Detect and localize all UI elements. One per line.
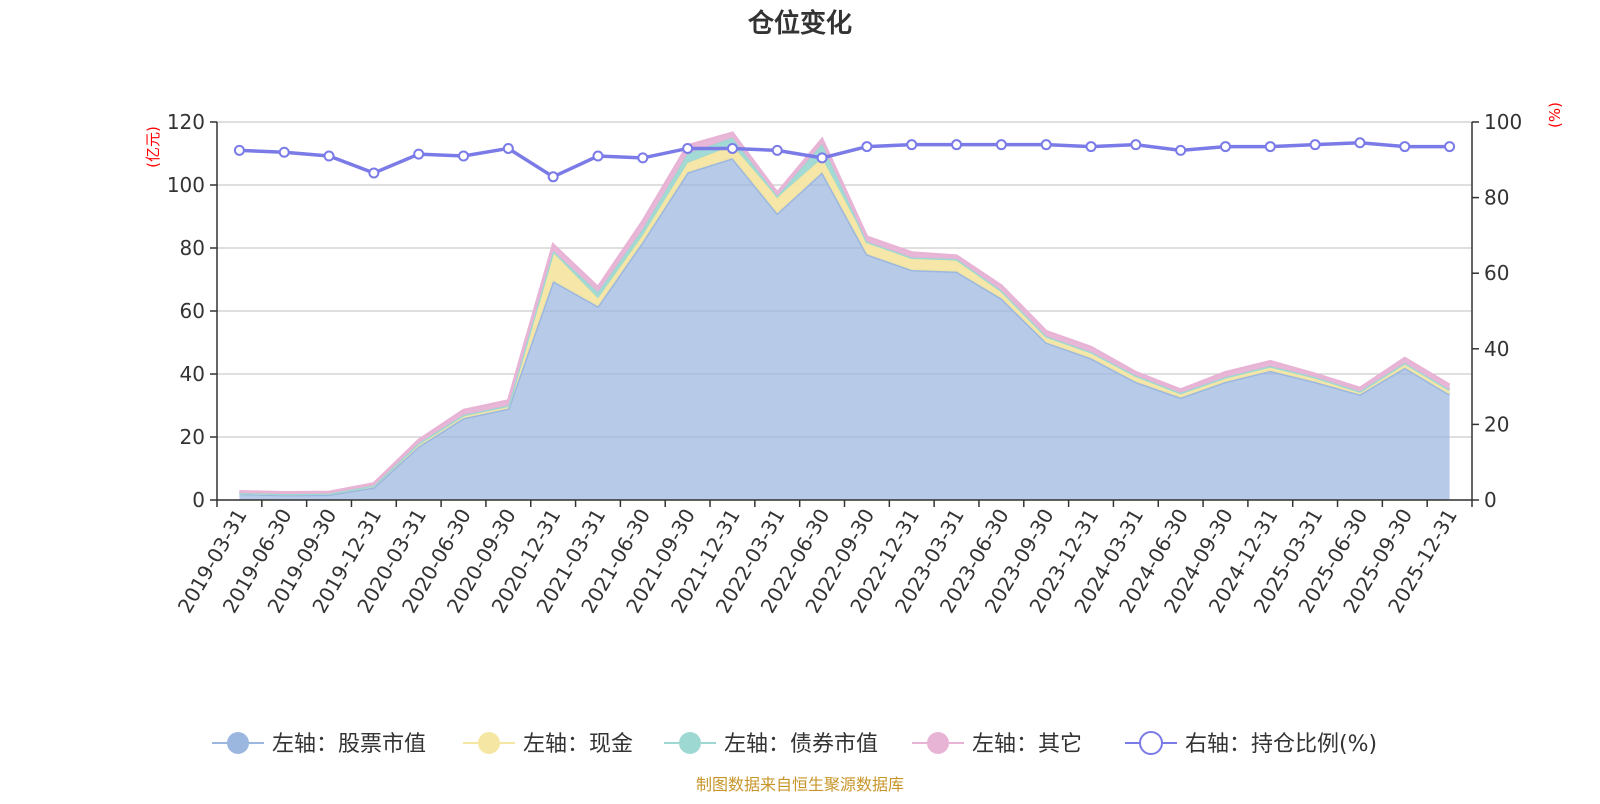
right-axis-unit: (%) — [1546, 102, 1564, 128]
ratio-point — [1130, 139, 1142, 151]
ratio-point — [502, 142, 514, 154]
ratio-point — [323, 150, 335, 162]
ratio-point — [278, 146, 290, 158]
right-tick-label: 40 — [1484, 337, 1509, 361]
ratio-point — [1175, 144, 1187, 156]
ratio-point — [592, 150, 604, 162]
chart-title: 仓位变化 — [747, 8, 852, 39]
right-tick-label: 100 — [1484, 110, 1522, 134]
left-tick-label: 120 — [167, 110, 205, 134]
left-tick-label: 80 — [180, 236, 205, 260]
ratio-point — [1399, 141, 1411, 153]
ratio-point — [1085, 141, 1097, 153]
legend-swatch-dot — [1139, 731, 1163, 755]
legend-item-3[interactable]: 左轴：债券市值 — [664, 732, 878, 757]
legend-swatch-dot — [679, 732, 701, 754]
right-tick-label: 60 — [1484, 261, 1509, 285]
legend-item-4[interactable]: 左轴：其它 — [912, 732, 1082, 757]
ratio-point — [1309, 139, 1321, 151]
ratio-point — [951, 139, 963, 151]
ratio-point — [458, 150, 470, 162]
area-series-1 — [239, 158, 1450, 500]
left-axis-unit: (亿元) — [144, 126, 162, 168]
stacked-areas — [239, 131, 1451, 500]
ratio-point — [771, 144, 783, 156]
ratio-point — [1040, 139, 1052, 151]
right-tick-label: 80 — [1484, 186, 1509, 210]
left-tick-label: 20 — [180, 425, 205, 449]
legend-label: 右轴：持仓比例(%) — [1185, 732, 1377, 757]
ratio-point — [1219, 141, 1231, 153]
area-edge-series-4 — [239, 131, 1451, 494]
ratio-point — [1264, 141, 1276, 153]
left-tick-label: 100 — [167, 173, 205, 197]
legend-swatch-dot — [927, 732, 949, 754]
ratio-point — [995, 139, 1007, 151]
ratio-point — [816, 152, 828, 164]
legend-item-5[interactable]: 右轴：持仓比例(%) — [1125, 731, 1377, 757]
legend: 左轴：股票市值 左轴：现金 左轴：债券市值 左轴：其它 右轴：持仓比例(%) — [212, 731, 1377, 757]
left-tick-label: 60 — [180, 299, 205, 323]
legend-item-2[interactable]: 左轴：现金 — [463, 732, 633, 757]
ratio-point — [726, 142, 738, 154]
legend-label: 左轴：现金 — [523, 732, 633, 757]
ratio-point — [1354, 137, 1366, 149]
ratio-point — [547, 171, 559, 183]
ratio-point — [906, 139, 918, 151]
ratio-point — [637, 152, 649, 164]
ratio-point — [682, 142, 694, 154]
ratio-point — [861, 141, 873, 153]
ratio-point — [368, 167, 380, 179]
left-tick-label: 0 — [192, 488, 205, 512]
right-tick-label: 0 — [1484, 488, 1497, 512]
ratio-point — [413, 148, 425, 160]
legend-item-1[interactable]: 左轴：股票市值 — [212, 732, 426, 757]
ratio-point — [233, 144, 245, 156]
legend-label: 左轴：债券市值 — [724, 732, 878, 757]
legend-swatch-dot — [478, 732, 500, 754]
data-source-footer: 制图数据来自恒生聚源数据库 — [696, 775, 904, 794]
legend-label: 左轴：股票市值 — [272, 732, 426, 757]
legend-label: 左轴：其它 — [972, 732, 1082, 757]
ratio-line-layer — [233, 137, 1456, 183]
left-tick-label: 40 — [180, 362, 205, 386]
legend-swatch-dot — [227, 732, 249, 754]
right-tick-label: 20 — [1484, 412, 1509, 436]
ratio-point — [1444, 141, 1456, 153]
ratio-line — [239, 141, 1450, 179]
